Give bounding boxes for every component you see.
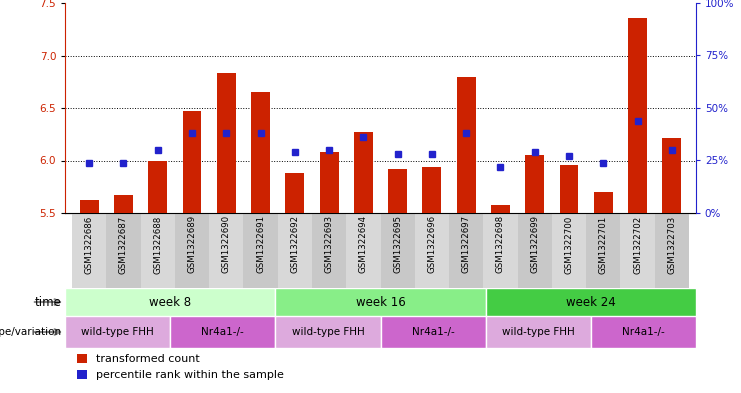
Bar: [209, 213, 243, 288]
Bar: [483, 213, 517, 288]
Bar: [485, 316, 591, 348]
Bar: [559, 165, 579, 213]
Bar: [217, 73, 236, 213]
Bar: [591, 316, 696, 348]
Text: Nr4a1-/-: Nr4a1-/-: [622, 327, 665, 337]
Bar: [278, 213, 312, 288]
Text: GSM1322691: GSM1322691: [256, 215, 265, 274]
Text: GSM1322702: GSM1322702: [633, 215, 642, 274]
Bar: [525, 155, 544, 213]
Text: GSM1322694: GSM1322694: [359, 215, 368, 274]
Text: GSM1322699: GSM1322699: [531, 215, 539, 273]
Bar: [422, 167, 442, 213]
Text: wild-type FHH: wild-type FHH: [502, 327, 574, 337]
Text: GSM1322687: GSM1322687: [119, 215, 128, 274]
Text: GSM1322686: GSM1322686: [84, 215, 93, 274]
Bar: [491, 205, 510, 213]
Bar: [170, 316, 276, 348]
Text: week 24: week 24: [566, 296, 616, 309]
Text: wild-type FHH: wild-type FHH: [82, 327, 154, 337]
Bar: [346, 213, 381, 288]
Text: GSM1322692: GSM1322692: [290, 215, 299, 274]
Bar: [243, 213, 278, 288]
Bar: [381, 213, 415, 288]
Bar: [594, 192, 613, 213]
Text: GSM1322688: GSM1322688: [153, 215, 162, 274]
Bar: [388, 169, 407, 213]
Bar: [517, 213, 552, 288]
Text: GSM1322690: GSM1322690: [222, 215, 230, 274]
Bar: [354, 132, 373, 213]
Bar: [182, 111, 202, 213]
Bar: [72, 213, 107, 288]
Bar: [586, 213, 620, 288]
Bar: [312, 213, 346, 288]
Text: GSM1322698: GSM1322698: [496, 215, 505, 274]
Text: wild-type FHH: wild-type FHH: [291, 327, 365, 337]
Bar: [655, 213, 689, 288]
Legend: transformed count, percentile rank within the sample: transformed count, percentile rank withi…: [77, 354, 284, 380]
Bar: [65, 316, 170, 348]
Bar: [276, 316, 381, 348]
Text: GSM1322700: GSM1322700: [565, 215, 574, 274]
Bar: [141, 213, 175, 288]
Text: GSM1322695: GSM1322695: [393, 215, 402, 274]
Bar: [662, 138, 681, 213]
Bar: [276, 288, 485, 316]
Bar: [620, 213, 655, 288]
Bar: [449, 213, 483, 288]
Text: time: time: [35, 296, 62, 309]
Bar: [175, 213, 209, 288]
Bar: [552, 213, 586, 288]
Bar: [456, 77, 476, 213]
Bar: [114, 195, 133, 213]
Text: GSM1322689: GSM1322689: [187, 215, 196, 274]
Text: GSM1322693: GSM1322693: [325, 215, 333, 274]
Bar: [485, 288, 696, 316]
Bar: [65, 288, 276, 316]
Bar: [380, 316, 485, 348]
Text: GSM1322697: GSM1322697: [462, 215, 471, 274]
Text: GSM1322696: GSM1322696: [428, 215, 436, 274]
Text: week 8: week 8: [149, 296, 191, 309]
Text: Nr4a1-/-: Nr4a1-/-: [412, 327, 454, 337]
Bar: [80, 200, 99, 213]
Bar: [251, 92, 270, 213]
Bar: [415, 213, 449, 288]
Bar: [628, 18, 647, 213]
Bar: [285, 173, 305, 213]
Text: GSM1322703: GSM1322703: [668, 215, 677, 274]
Bar: [107, 213, 141, 288]
Text: GSM1322701: GSM1322701: [599, 215, 608, 274]
Text: week 16: week 16: [356, 296, 405, 309]
Bar: [148, 160, 167, 213]
Text: genotype/variation: genotype/variation: [0, 327, 62, 337]
Bar: [319, 152, 339, 213]
Text: Nr4a1-/-: Nr4a1-/-: [202, 327, 245, 337]
